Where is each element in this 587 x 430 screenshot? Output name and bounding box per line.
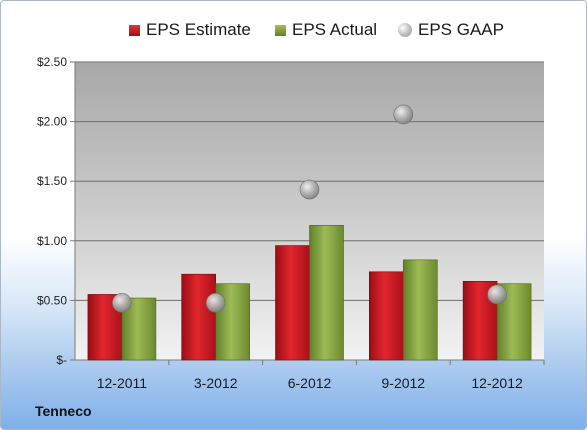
point-eps-gaap [205, 292, 226, 313]
y-tick-label: $1.00 [37, 234, 67, 248]
legend: EPS Estimate EPS Actual EPS GAAP [1, 18, 586, 42]
point-eps-gaap [112, 292, 132, 313]
x-tick-label: 9-2012 [382, 375, 426, 391]
bar-eps-actual [309, 225, 344, 361]
bar-eps-estimate [275, 245, 310, 361]
bar-eps-estimate [181, 273, 216, 361]
bar-eps-estimate [368, 271, 404, 361]
legend-label-gaap: EPS GAAP [418, 20, 504, 39]
x-tick-label: 12-2012 [471, 375, 523, 391]
legend-swatch-estimate [129, 24, 140, 36]
legend-swatch-actual [275, 24, 286, 36]
bar-eps-actual [402, 259, 438, 361]
x-axis: 12-2011 3-2012 6-2012 9-2012 12-2012 [97, 360, 545, 391]
bars [87, 225, 532, 361]
x-tick-label: 6-2012 [288, 375, 332, 391]
x-tick-label: 3-2012 [194, 375, 238, 391]
legend-item-eps-gaap: EPS GAAP [398, 18, 504, 42]
company-label: Tenneco [35, 403, 92, 419]
legend-label-actual: EPS Actual [292, 20, 378, 39]
x-tick-label: 12-2011 [97, 375, 148, 391]
legend-swatch-gaap [398, 23, 412, 37]
legend-item-eps-actual: EPS Actual [275, 18, 377, 42]
y-tick-label: $0.50 [37, 293, 67, 307]
point-eps-gaap [393, 104, 414, 125]
y-tick-label: $2.50 [37, 55, 67, 69]
point-eps-gaap [299, 179, 320, 200]
y-tick-label: $2.00 [37, 115, 67, 129]
point-eps-gaap [487, 284, 507, 305]
y-tick-label: $- [56, 353, 67, 367]
y-axis: $- $0.50 $1.00 $1.50 $2.00 $2.50 [37, 55, 544, 367]
legend-label-estimate: EPS Estimate [146, 20, 251, 39]
gaap-points [112, 104, 507, 313]
y-tick-label: $1.50 [37, 174, 67, 188]
legend-item-eps-estimate: EPS Estimate [129, 18, 251, 42]
